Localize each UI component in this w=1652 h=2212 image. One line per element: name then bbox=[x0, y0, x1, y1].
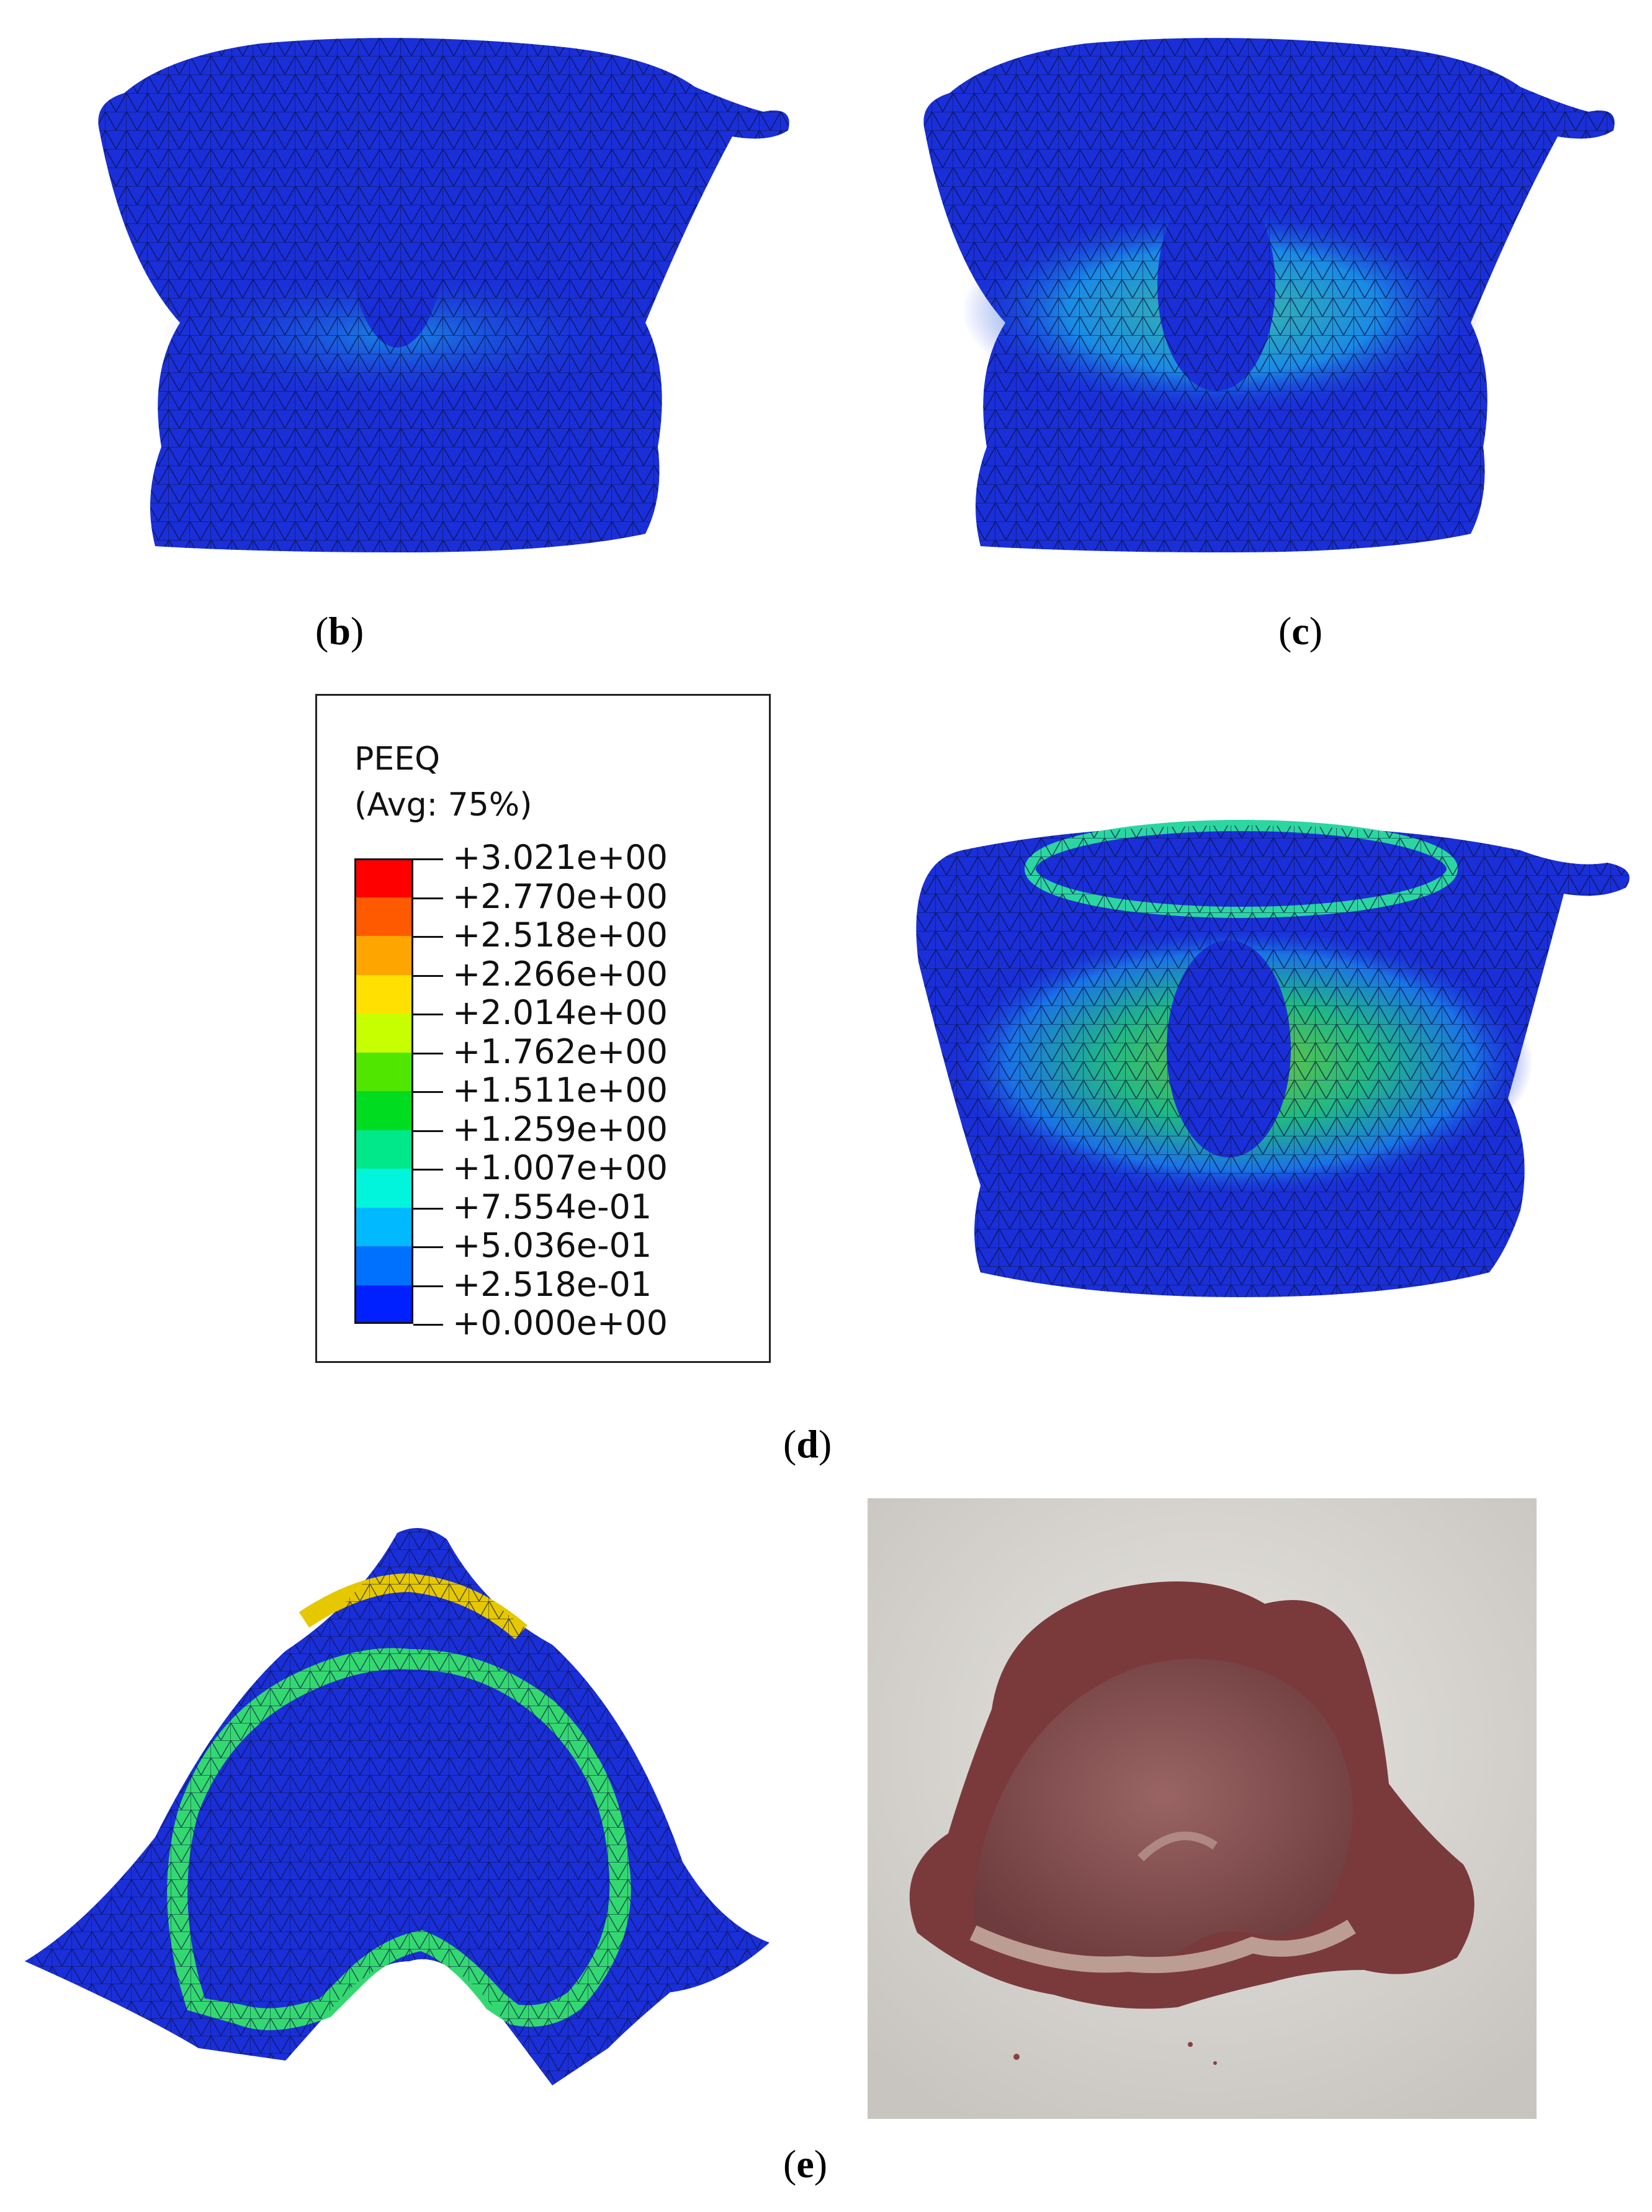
legend-value-label: +2.014e+00 bbox=[452, 993, 668, 1032]
legend-value-label: +1.007e+00 bbox=[452, 1148, 668, 1187]
specimen-graphic bbox=[868, 1498, 1537, 2119]
legend-tick bbox=[413, 1014, 443, 1015]
fe-model-b-graphic bbox=[98, 38, 789, 553]
caption-b: (b) bbox=[315, 609, 364, 653]
legend-value-label: +1.762e+00 bbox=[452, 1032, 668, 1071]
legend-swatch bbox=[354, 1169, 413, 1208]
legend-swatch bbox=[354, 974, 413, 1014]
legend-value-label: +2.266e+00 bbox=[452, 954, 668, 994]
legend-tick bbox=[413, 936, 443, 938]
caption-b-letter: b bbox=[328, 609, 351, 653]
legend-value-label: +7.554e-01 bbox=[452, 1187, 652, 1226]
legend-swatch bbox=[354, 1014, 413, 1053]
legend-swatch bbox=[354, 1130, 413, 1169]
legend-swatch bbox=[354, 897, 413, 936]
caption-d: (d) bbox=[783, 1422, 832, 1466]
panel-c-fe-model bbox=[869, 0, 1652, 559]
legend-swatch bbox=[354, 1207, 413, 1246]
caption-e: (e) bbox=[783, 2142, 828, 2186]
legend-value-label: +1.259e+00 bbox=[452, 1109, 668, 1149]
fe-model-c-graphic bbox=[923, 38, 1615, 553]
peeq-legend: PEEQ (Avg: 75%) +3.021e+00 +2.770e+00 +2.5… bbox=[315, 694, 771, 1363]
legend-tick bbox=[413, 897, 443, 899]
fe-section-graphic bbox=[25, 1528, 770, 2085]
fe-model-d-graphic bbox=[916, 820, 1630, 1297]
caption-c: (c) bbox=[1278, 609, 1323, 653]
legend-tick bbox=[413, 1207, 443, 1210]
caption-c-letter: c bbox=[1291, 609, 1309, 653]
legend-swatch bbox=[354, 858, 413, 897]
legend-swatch bbox=[354, 1052, 413, 1091]
panel-e-specimen-photo bbox=[868, 1498, 1537, 2119]
legend-swatch bbox=[354, 1285, 413, 1324]
legend-swatch bbox=[354, 1246, 413, 1285]
panel-e-fe-section bbox=[12, 1514, 782, 2085]
legend-tick bbox=[413, 858, 443, 860]
legend-value-label: +0.000e+00 bbox=[452, 1303, 668, 1342]
legend-tick bbox=[413, 1324, 443, 1326]
panel-d-fe-model bbox=[894, 801, 1652, 1334]
legend-value-label: +3.021e+00 bbox=[452, 838, 668, 877]
caption-e-letter: e bbox=[796, 2142, 814, 2186]
legend-value-label: +1.511e+00 bbox=[452, 1071, 668, 1110]
legend-tick bbox=[413, 1091, 443, 1093]
caption-d-letter: d bbox=[796, 1422, 819, 1466]
legend-value-label: +2.518e-01 bbox=[452, 1264, 652, 1304]
legend-tick bbox=[413, 1169, 443, 1171]
legend-value-label: +2.518e+00 bbox=[452, 915, 668, 955]
legend-tick bbox=[413, 1130, 443, 1132]
legend-variable: PEEQ bbox=[354, 740, 440, 778]
legend-tick bbox=[413, 1246, 443, 1248]
legend-value-label: +5.036e-01 bbox=[452, 1226, 652, 1265]
legend-averaging: (Avg: 75%) bbox=[354, 786, 532, 824]
legend-tick bbox=[413, 1285, 443, 1287]
legend-tick bbox=[413, 1052, 443, 1054]
legend-tick bbox=[413, 974, 443, 977]
panel-b-fe-model bbox=[0, 0, 807, 559]
legend-swatch bbox=[354, 936, 413, 975]
legend-value-label: +2.770e+00 bbox=[452, 876, 668, 916]
legend-swatch bbox=[354, 1091, 413, 1130]
